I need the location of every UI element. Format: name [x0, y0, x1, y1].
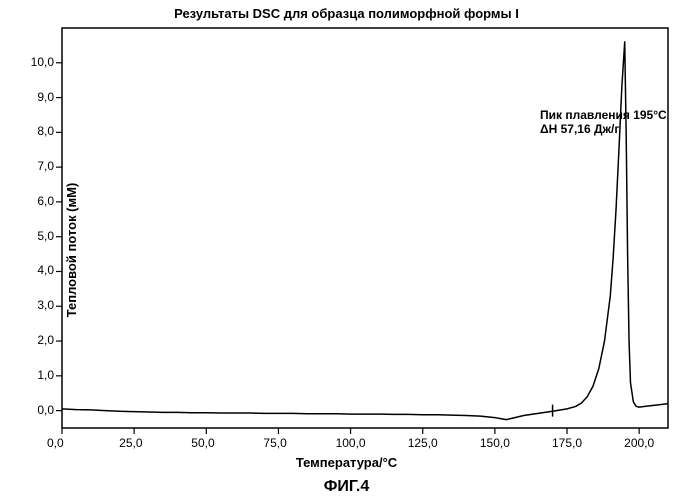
y-tick-label: 3,0 [22, 298, 54, 312]
y-tick-label: 2,0 [22, 333, 54, 347]
peak-annotation: Пик плавления 195°C ΔH 57,16 Дж/г [540, 108, 667, 137]
x-tick-label: 100,0 [336, 436, 366, 450]
annotation-line-1: Пик плавления 195°C [540, 108, 667, 122]
x-tick-label: 200,0 [624, 436, 654, 450]
x-tick-label: 150,0 [480, 436, 510, 450]
y-tick-label: 8,0 [22, 124, 54, 138]
y-axis-label: Тепловой поток (мМ) [64, 183, 79, 318]
y-tick-label: 5,0 [22, 229, 54, 243]
x-tick-label: 25,0 [119, 436, 142, 450]
y-tick-label: 7,0 [22, 159, 54, 173]
x-axis-label: Температура/°C [0, 455, 693, 470]
y-tick-label: 1,0 [22, 368, 54, 382]
chart-container: Результаты DSC для образца полиморфной ф… [0, 0, 693, 500]
x-tick-label: 75,0 [263, 436, 286, 450]
x-tick-label: 50,0 [191, 436, 214, 450]
y-tick-label: 6,0 [22, 194, 54, 208]
annotation-line-2: ΔH 57,16 Дж/г [540, 122, 667, 136]
y-tick-label: 9,0 [22, 90, 54, 104]
y-tick-label: 10,0 [22, 55, 54, 69]
y-tick-label: 4,0 [22, 263, 54, 277]
figure-label: ФИГ.4 [0, 478, 693, 496]
chart-title: Результаты DSC для образца полиморфной ф… [0, 6, 693, 21]
x-tick-label: 0,0 [47, 436, 64, 450]
y-tick-label: 0,0 [22, 403, 54, 417]
x-tick-label: 125,0 [408, 436, 438, 450]
x-tick-label: 175,0 [552, 436, 582, 450]
plot-svg [0, 0, 693, 500]
